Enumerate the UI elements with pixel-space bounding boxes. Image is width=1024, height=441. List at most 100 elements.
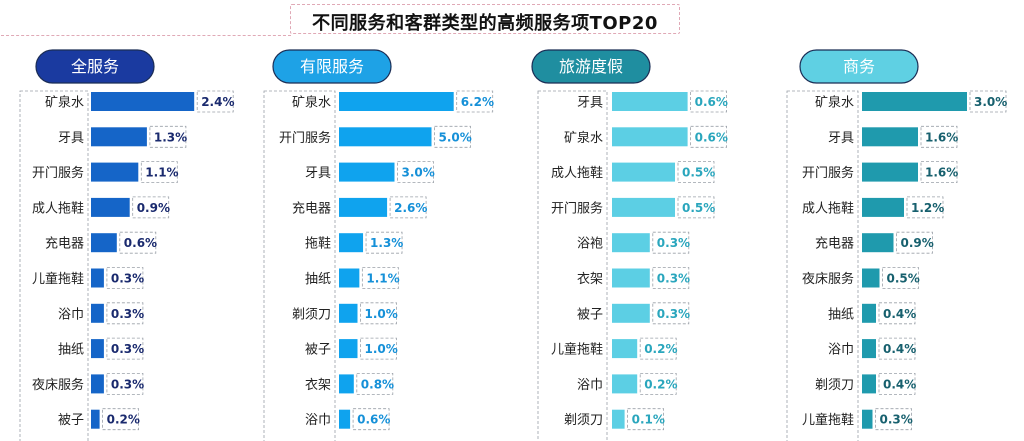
bar [612, 409, 625, 429]
category-label: 浴巾 [577, 378, 603, 393]
bar [862, 233, 894, 253]
value-label-box [102, 408, 139, 431]
value-label-box [652, 302, 690, 325]
value-label-box [140, 161, 178, 184]
value-label-box [920, 161, 958, 184]
category-label: 夜床服务 [802, 271, 854, 287]
value-label: 0.9% [137, 201, 170, 215]
value-label-box [690, 125, 727, 148]
value-label-box [969, 90, 1007, 113]
value-label-box [639, 372, 677, 395]
value-label-box [875, 408, 912, 431]
category-label: 开门服务 [551, 200, 603, 216]
bar [91, 233, 117, 253]
value-label: 1.1% [145, 166, 178, 180]
bar [339, 409, 351, 429]
value-label-box [878, 337, 916, 360]
value-label-box [361, 267, 399, 289]
value-label-box [456, 90, 494, 113]
value-label: 0.4% [883, 342, 916, 356]
bar [91, 127, 147, 147]
category-label-box [786, 90, 859, 441]
bar [91, 197, 130, 217]
category-label: 抽纸 [828, 307, 854, 322]
value-label: 0.3% [111, 272, 144, 286]
value-label: 0.3% [111, 307, 144, 321]
value-label: 0.5% [682, 201, 715, 215]
category-label: 充电器 [292, 200, 331, 216]
bar [91, 409, 100, 429]
value-label: 0.3% [880, 413, 913, 427]
category-label: 被子 [305, 343, 331, 358]
bar [862, 339, 876, 359]
value-label: 0.3% [111, 342, 144, 356]
bar [612, 339, 638, 359]
category-label: 矿泉水 [292, 95, 331, 111]
bar [339, 268, 360, 288]
category-label: 矿泉水 [45, 95, 84, 111]
category-label: 开门服务 [279, 130, 331, 146]
value-label-box [106, 372, 144, 395]
category-label: 成人拖鞋 [32, 200, 84, 216]
value-label: 1.3% [370, 236, 403, 250]
bar [862, 409, 873, 429]
value-label-box [356, 372, 394, 395]
value-label: 2.6% [394, 201, 427, 215]
category-label: 牙具 [828, 131, 854, 146]
category-label: 牙具 [305, 166, 331, 181]
bar [612, 268, 650, 288]
category-label: 拖鞋 [305, 236, 331, 252]
bar [612, 197, 675, 217]
bar [91, 268, 104, 288]
bar [862, 268, 880, 288]
value-label: 0.8% [361, 377, 394, 391]
value-label: 0.2% [644, 377, 677, 391]
value-label-box [360, 302, 397, 325]
value-label: 0.3% [111, 377, 144, 391]
panel-title: 有限服务 [300, 57, 364, 76]
bar [862, 303, 876, 323]
value-label-box [906, 196, 944, 219]
value-label: 0.6% [695, 130, 728, 144]
value-label-box [677, 196, 715, 219]
value-label-box [389, 196, 427, 219]
value-label: 0.2% [107, 413, 140, 427]
category-label: 矿泉水 [564, 130, 603, 146]
bar [862, 374, 876, 394]
value-label-box [397, 161, 434, 184]
category-label: 衣架 [305, 377, 331, 393]
category-label-box [537, 90, 608, 441]
value-label-box [896, 231, 933, 254]
category-label: 儿童拖鞋 [32, 271, 84, 287]
value-label-box [920, 125, 958, 148]
bar [862, 197, 904, 217]
bar [339, 374, 354, 394]
value-label: 0.3% [657, 272, 690, 286]
panel-title: 商务 [843, 57, 875, 76]
bar [862, 127, 918, 147]
category-label: 剃须刀 [815, 378, 854, 393]
value-label-box [878, 302, 916, 325]
value-label-box [434, 125, 471, 148]
value-label: 1.2% [911, 201, 944, 215]
category-label: 充电器 [815, 236, 854, 252]
category-label: 衣架 [577, 271, 603, 287]
category-label: 夜床服务 [32, 377, 84, 393]
value-label: 0.1% [632, 413, 665, 427]
bar [339, 162, 395, 182]
value-label-box [119, 231, 157, 254]
category-label: 充电器 [45, 236, 84, 252]
value-label-box [639, 337, 677, 360]
value-label-box [677, 161, 715, 184]
value-label: 0.6% [357, 413, 390, 427]
category-label: 成人拖鞋 [802, 200, 854, 216]
value-label-box [196, 90, 234, 113]
category-label: 浴袍 [577, 237, 603, 252]
panel-title: 全服务 [71, 57, 119, 76]
value-label: 0.9% [901, 236, 934, 250]
bar [339, 127, 432, 147]
value-label: 1.0% [365, 342, 398, 356]
chart-title: 不同服务和客群类型的高频服务项TOP20 [312, 13, 658, 34]
